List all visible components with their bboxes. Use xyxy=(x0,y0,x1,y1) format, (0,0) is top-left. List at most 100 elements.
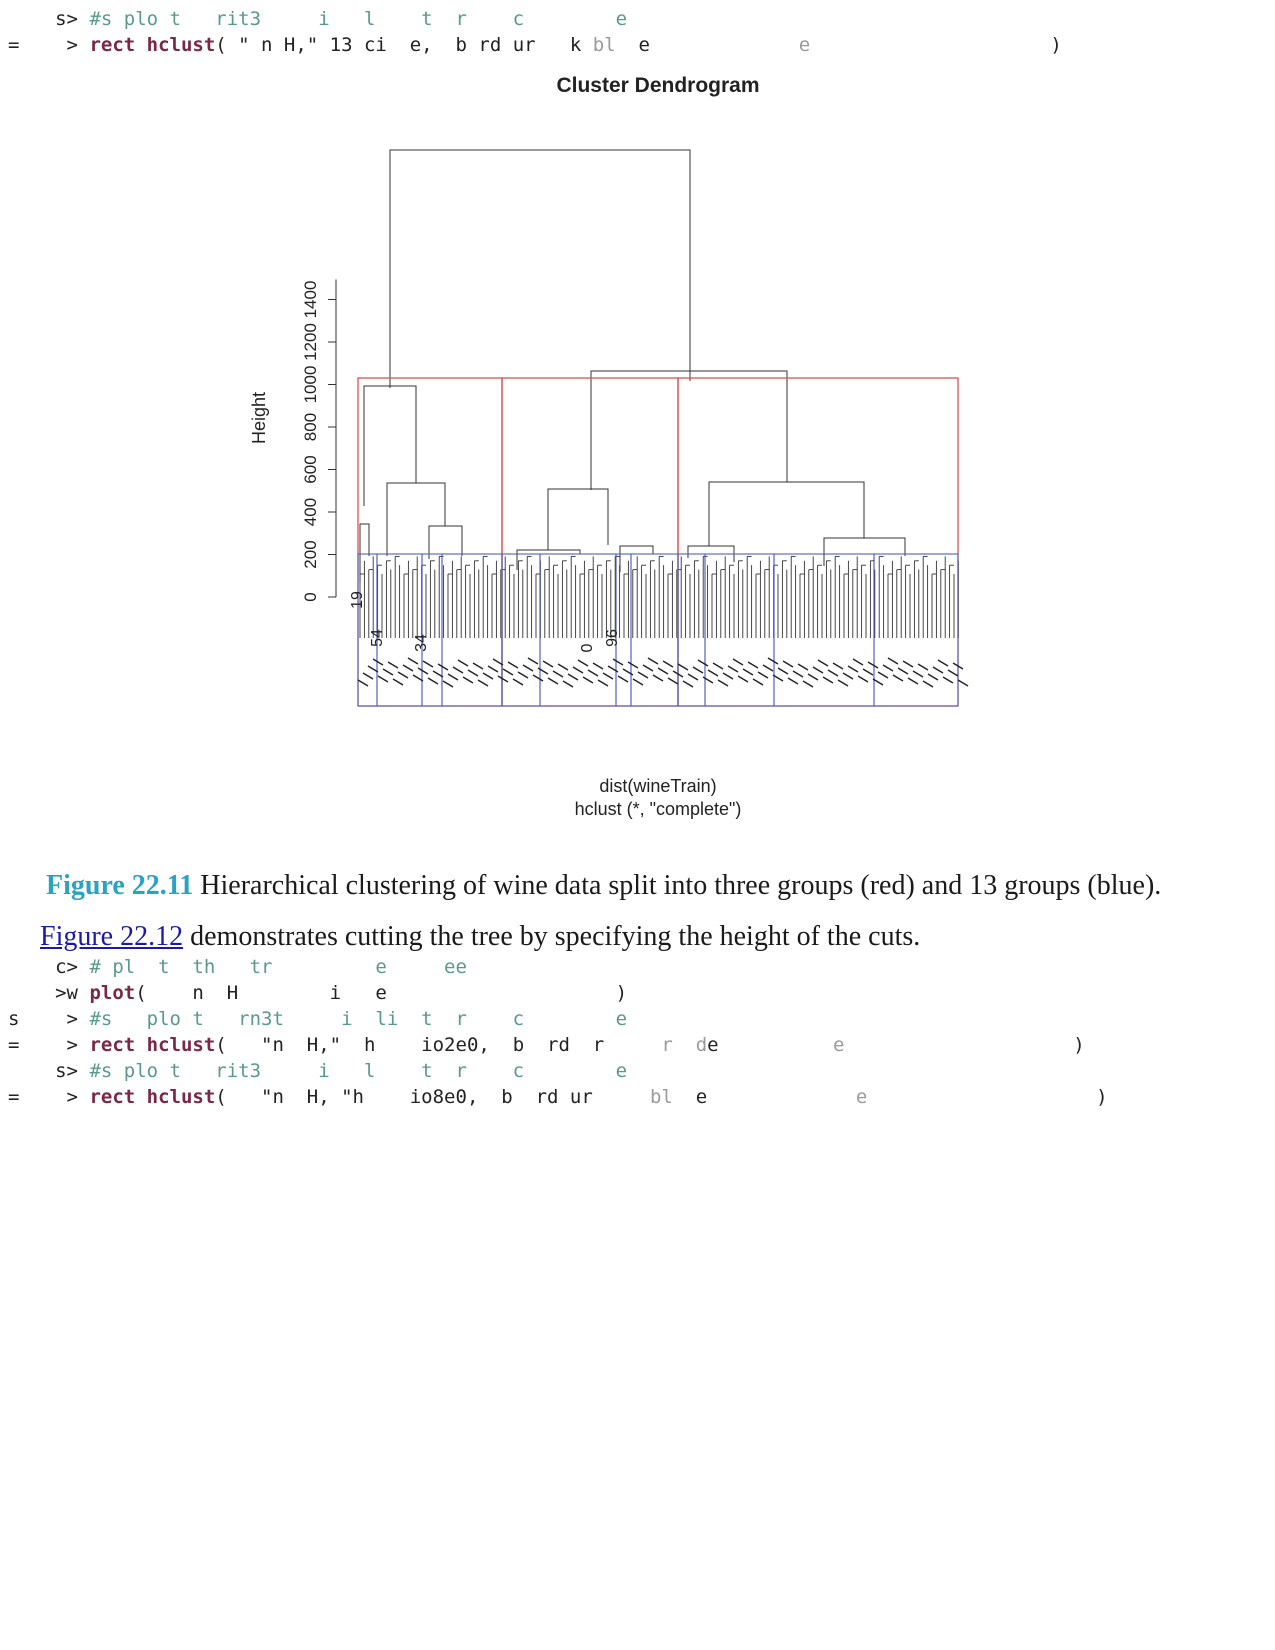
leaf-label-mark xyxy=(822,676,834,684)
leaf-label-mark xyxy=(422,660,434,668)
leaf-label-mark xyxy=(687,673,699,681)
leaf-label-mark xyxy=(902,660,914,668)
leaf-label-mark xyxy=(702,676,714,684)
code-token: rect hclust xyxy=(78,34,216,56)
leaf-label-mark xyxy=(567,673,579,681)
leaf-label-mark xyxy=(722,672,734,680)
leaf-label-mark xyxy=(357,679,369,687)
y-axis: 0 200 400 600 800 1000 1200 1400 xyxy=(301,279,337,602)
leaf-label-mark xyxy=(742,668,754,676)
code-token: bl xyxy=(649,1086,673,1108)
y-tick-label: 1200 xyxy=(301,323,320,361)
figure-link[interactable]: Figure 22.12 xyxy=(40,921,184,952)
code-line: s > #s plo t rn3t i li t r c e xyxy=(0,1006,627,1032)
leaf-label-mark xyxy=(507,661,519,669)
leaf-label-mark xyxy=(407,657,419,665)
code-token: # pl t th tr e ee xyxy=(78,956,467,978)
code-token: e xyxy=(707,1086,868,1108)
leaf-label-mark xyxy=(712,662,724,670)
code-prompt: > xyxy=(66,1086,78,1108)
leaf-labels: 19 54 34 0 96 xyxy=(349,591,969,688)
body-paragraph: Figure 22.12 demonstrates cutting the tr… xyxy=(40,921,920,953)
leaf-label-mark xyxy=(377,675,389,683)
leaf-label-mark xyxy=(827,669,839,677)
leaf-label-mark xyxy=(812,666,824,674)
leaf-label-mark xyxy=(957,679,969,687)
leaf-label-mark xyxy=(832,662,844,670)
code-prompt: s> xyxy=(55,1060,78,1082)
leaf-label-mark xyxy=(777,667,789,675)
leaf-label-mark xyxy=(907,677,919,685)
leaf-label: 19 xyxy=(349,591,366,609)
leaf-label-mark xyxy=(452,666,464,674)
dendrogram-link xyxy=(590,370,788,490)
code-token: plot xyxy=(78,982,136,1004)
leaf-label-mark xyxy=(727,665,739,673)
blue-cluster-box xyxy=(773,553,875,707)
leaf-label-mark xyxy=(802,680,814,688)
code-token: rect hclust xyxy=(78,1034,216,1056)
leaf-label-mark xyxy=(362,672,374,680)
code-token: ) xyxy=(844,1034,1085,1056)
leaf-label-mark xyxy=(927,673,939,681)
leaf-label-mark xyxy=(897,667,909,675)
code-token: ) xyxy=(810,34,1062,56)
leaf-label-mark xyxy=(537,667,549,675)
code-line: = > rect hclust( "n H," h io2e0, b rd r r… xyxy=(0,1032,1085,1058)
code-gutter: = xyxy=(8,34,20,56)
y-tick-label: 800 xyxy=(301,413,320,441)
leaf-label-mark xyxy=(402,664,414,672)
x-axis-label-line1: dist(wineTrain) xyxy=(599,776,716,796)
code-token: ( n H i e ) xyxy=(135,982,628,1004)
leaf-label-mark xyxy=(752,678,764,686)
leaf-label-mark xyxy=(527,657,539,665)
leaf-label-mark xyxy=(647,657,659,665)
leaf-label-mark xyxy=(652,674,664,682)
leaf-label-mark xyxy=(627,661,639,669)
leaf-label-mark xyxy=(632,678,644,686)
leaf-label-mark xyxy=(932,666,944,674)
leaf-label-mark xyxy=(387,661,399,669)
dendrogram-tree xyxy=(359,149,959,638)
leaf-label-mark xyxy=(477,679,489,687)
chart-title: Cluster Dendrogram xyxy=(556,74,759,97)
y-tick-label: 1000 xyxy=(301,366,320,404)
y-tick-label: 400 xyxy=(301,498,320,526)
leaf-label-mark xyxy=(717,679,729,687)
leaf-label-mark xyxy=(467,669,479,677)
code-prompt: > xyxy=(66,1034,78,1056)
leaf-label-mark xyxy=(732,658,744,666)
leaf-label-mark xyxy=(612,658,624,666)
leaf-label-mark xyxy=(667,677,679,685)
code-prompt: c> xyxy=(55,956,78,978)
leaf-label-mark xyxy=(432,670,444,678)
leaf-label-mark xyxy=(552,670,564,678)
code-token: e xyxy=(650,34,811,56)
code-line: >w plot( n H i e ) xyxy=(0,980,627,1006)
code-token: ( "n H," h io2e0, b rd r xyxy=(215,1034,662,1056)
leaf-label-mark xyxy=(607,665,619,673)
leaf-label-mark xyxy=(587,669,599,677)
leaf-label-mark xyxy=(797,663,809,671)
leaf-label-mark xyxy=(472,662,484,670)
leaf-label-mark xyxy=(582,676,594,684)
leaf-label-mark xyxy=(462,676,474,684)
code-prompt: > xyxy=(66,1008,78,1030)
figure-caption-text: Hierarchical clustering of wine data spl… xyxy=(193,870,1162,901)
code-token: bl xyxy=(592,34,616,56)
code-line: = > rect hclust( " n H," 13 ci e, b rd ur… xyxy=(0,32,1062,58)
leaf-label-mark xyxy=(482,672,494,680)
leaf-label-mark xyxy=(692,666,704,674)
code-token: #s plo t rit3 i l t r c e xyxy=(78,8,628,30)
code-block-1: s> #s plo t rit3 i l t r c e = > rect hclu… xyxy=(0,6,1275,58)
y-axis-label: Height xyxy=(249,392,269,444)
leaf-label-mark xyxy=(877,671,889,679)
dendrogram-figure: Cluster Dendrogram Height 0 200 400 600 800 1… xyxy=(249,74,969,819)
leaf-label-mark xyxy=(942,676,954,684)
leaf-label-mark xyxy=(417,667,429,675)
leaf-label-mark xyxy=(707,669,719,677)
dendrogram-link xyxy=(386,482,446,556)
code-token: #s plo t rit3 i l t r c e xyxy=(78,1060,628,1082)
leaf-label-mark xyxy=(867,661,879,669)
dendrogram-link xyxy=(363,385,417,506)
